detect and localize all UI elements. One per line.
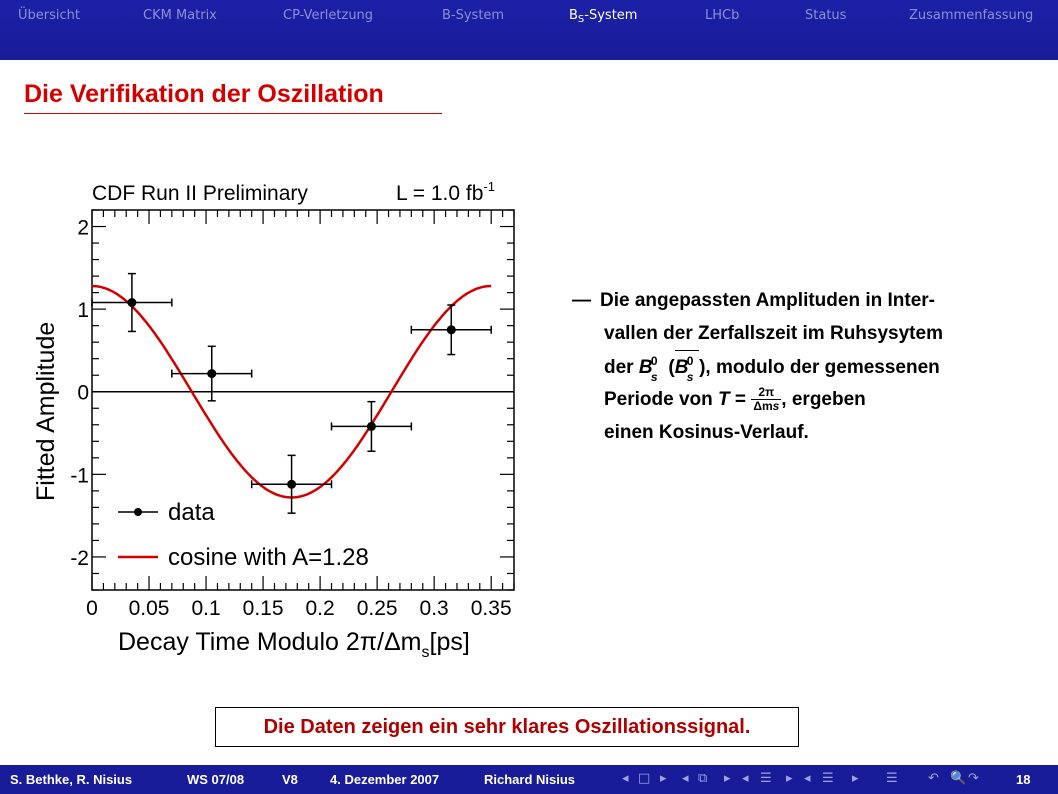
data-marker (127, 298, 137, 308)
x-tick-label: 0.05 (129, 597, 170, 620)
nav-next-frame-icon[interactable]: ▸ (660, 771, 667, 786)
footer-speaker: Richard Nisius (484, 772, 576, 787)
period-fraction: 2π Δms (751, 385, 782, 414)
nav-back-icon[interactable]: ↶ (928, 771, 939, 786)
nav-item-bs-system[interactable]: BS-System (569, 8, 637, 25)
conclusion-box: Die Daten zeigen ein sehr klares Oszilla… (215, 707, 799, 747)
x-axis-label-main: Decay Time Modulo 2π/Δm (118, 628, 422, 656)
y-tick-label: -2 (70, 547, 89, 570)
nav-item-cp-verletzung[interactable]: CP-Verletzung (283, 8, 374, 23)
y-tick-label: -1 (70, 464, 89, 487)
x-axis-label-unit: [ps] (430, 628, 470, 656)
bullet-line-4-post: , ergeben (781, 389, 866, 410)
bullet-line-1: Die angepassten Amplituden in Inter- (600, 290, 936, 311)
data-point (91, 272, 173, 333)
nav-item-lhcb[interactable]: LHCb (705, 8, 740, 23)
data-point (171, 345, 253, 402)
x-axis-label: Decay Time Modulo 2π/Δms[ps] (118, 628, 470, 661)
nav-prev-frame-icon[interactable]: ◂ (622, 771, 629, 786)
nav-prev-subsection-icon[interactable]: ◂ (804, 771, 811, 786)
bullet-line-3-pre: der (604, 357, 639, 378)
nav-prev-slide-icon[interactable]: ◂ (682, 771, 689, 786)
nav-item-zusammenfassung[interactable]: Zusammenfassung (909, 8, 1034, 23)
slide-title: Die Verifikation der Oszillation (24, 80, 384, 108)
x-axis-label-sub: s (422, 644, 430, 661)
nav-next-section-icon[interactable]: ▸ (786, 771, 793, 786)
data-marker (446, 325, 456, 335)
x-tick-label: 0 (86, 597, 98, 620)
y-tick-label: 0 (77, 382, 89, 405)
nav-subsection-icon[interactable]: ☰ (822, 771, 834, 786)
nav-slide-icon[interactable]: ⧉ (698, 771, 708, 786)
footer-date: 4. Dezember 2007 (330, 772, 440, 787)
title-underline (24, 113, 442, 114)
nav-item-status[interactable]: Status (805, 8, 847, 23)
bullet-dash: — (572, 290, 591, 311)
y-tick-label: 1 (77, 299, 89, 322)
footer-authors: S. Bethke, R. Nisius (10, 772, 133, 787)
top-navigation-bar: Übersicht CKM Matrix CP-Verletzung B-Sys… (0, 0, 1058, 60)
legend-data-marker (134, 508, 142, 516)
bullet-line-4-pre: Periode von (604, 389, 719, 410)
data-point (330, 400, 413, 452)
bullet-line-4: Periode von T = 2π Δms, ergeben (604, 383, 866, 416)
amplitude-plot: CDF Run II Preliminary L = 1.0 fb-1 0 0.0… (32, 179, 515, 661)
nav-section-icon[interactable]: ☰ (760, 771, 772, 786)
x-tick-label: 0.2 (306, 597, 335, 620)
footer-bar: S. Bethke, R. Nisius WS 07/08 V8 4. Deze… (0, 765, 1058, 794)
x-tick-label: 0.25 (357, 597, 398, 620)
plot-title-right: L = 1.0 fb-1 (396, 179, 495, 205)
nav-next-subsection-icon[interactable]: ▸ (852, 771, 859, 786)
y-axis-label: Fitted Amplitude (32, 322, 60, 501)
nav-frame-icon[interactable]: □ (638, 771, 651, 786)
y-tick-label: 2 (77, 217, 89, 240)
page-number: 18 (1016, 772, 1031, 787)
nav-search-icon[interactable]: 🔍 (950, 771, 967, 786)
bullet-line-3-post: , modulo der gemessenen (705, 357, 940, 378)
nav-item-bs-rest: -System (584, 8, 638, 23)
plot-frame (91, 209, 515, 591)
data-marker (287, 479, 297, 489)
legend-cosine-label: cosine with A=1.28 (168, 544, 369, 571)
x-tick-label: 0.3 (420, 597, 449, 620)
bullet-line-5: einen Kosinus-Verlauf. (604, 422, 809, 443)
bullet-line-2: vallen der Zerfallszeit im Ruhsysytem (604, 323, 943, 344)
nav-forward-icon[interactable]: ↷ (968, 771, 979, 786)
period-symbol: T (718, 389, 730, 410)
nav-item-bs-main: B (569, 8, 578, 23)
plot-title-left: CDF Run II Preliminary (92, 182, 308, 205)
plot-title-right-main: L = 1.0 fb (396, 182, 483, 205)
footer-lecture: V8 (282, 772, 298, 787)
nav-item-ckm-matrix[interactable]: CKM Matrix (143, 8, 217, 23)
nav-item-uebersicht[interactable]: Übersicht (18, 8, 80, 23)
x-tick-label: 0.35 (471, 597, 512, 620)
x-tick-label: 0.15 (243, 597, 284, 620)
data-point (410, 304, 492, 356)
legend-data-label: data (168, 499, 215, 526)
nav-next-slide-icon[interactable]: ▸ (724, 771, 731, 786)
nav-item-bs-sub: S (577, 14, 585, 25)
nav-toc-icon[interactable]: ☰ (886, 771, 898, 786)
equals-sign: = (734, 389, 747, 410)
conclusion-text: Die Daten zeigen ein sehr klares Oszilla… (263, 716, 751, 738)
data-point (250, 454, 333, 514)
nav-prev-section-icon[interactable]: ◂ (742, 771, 749, 786)
footer-semester: WS 07/08 (187, 772, 245, 787)
data-marker (207, 369, 217, 379)
nav-item-b-system[interactable]: B-System (442, 8, 505, 23)
x-tick-label: 0.1 (191, 597, 220, 620)
data-marker (366, 421, 376, 431)
plot-title-right-sup: -1 (483, 179, 495, 194)
